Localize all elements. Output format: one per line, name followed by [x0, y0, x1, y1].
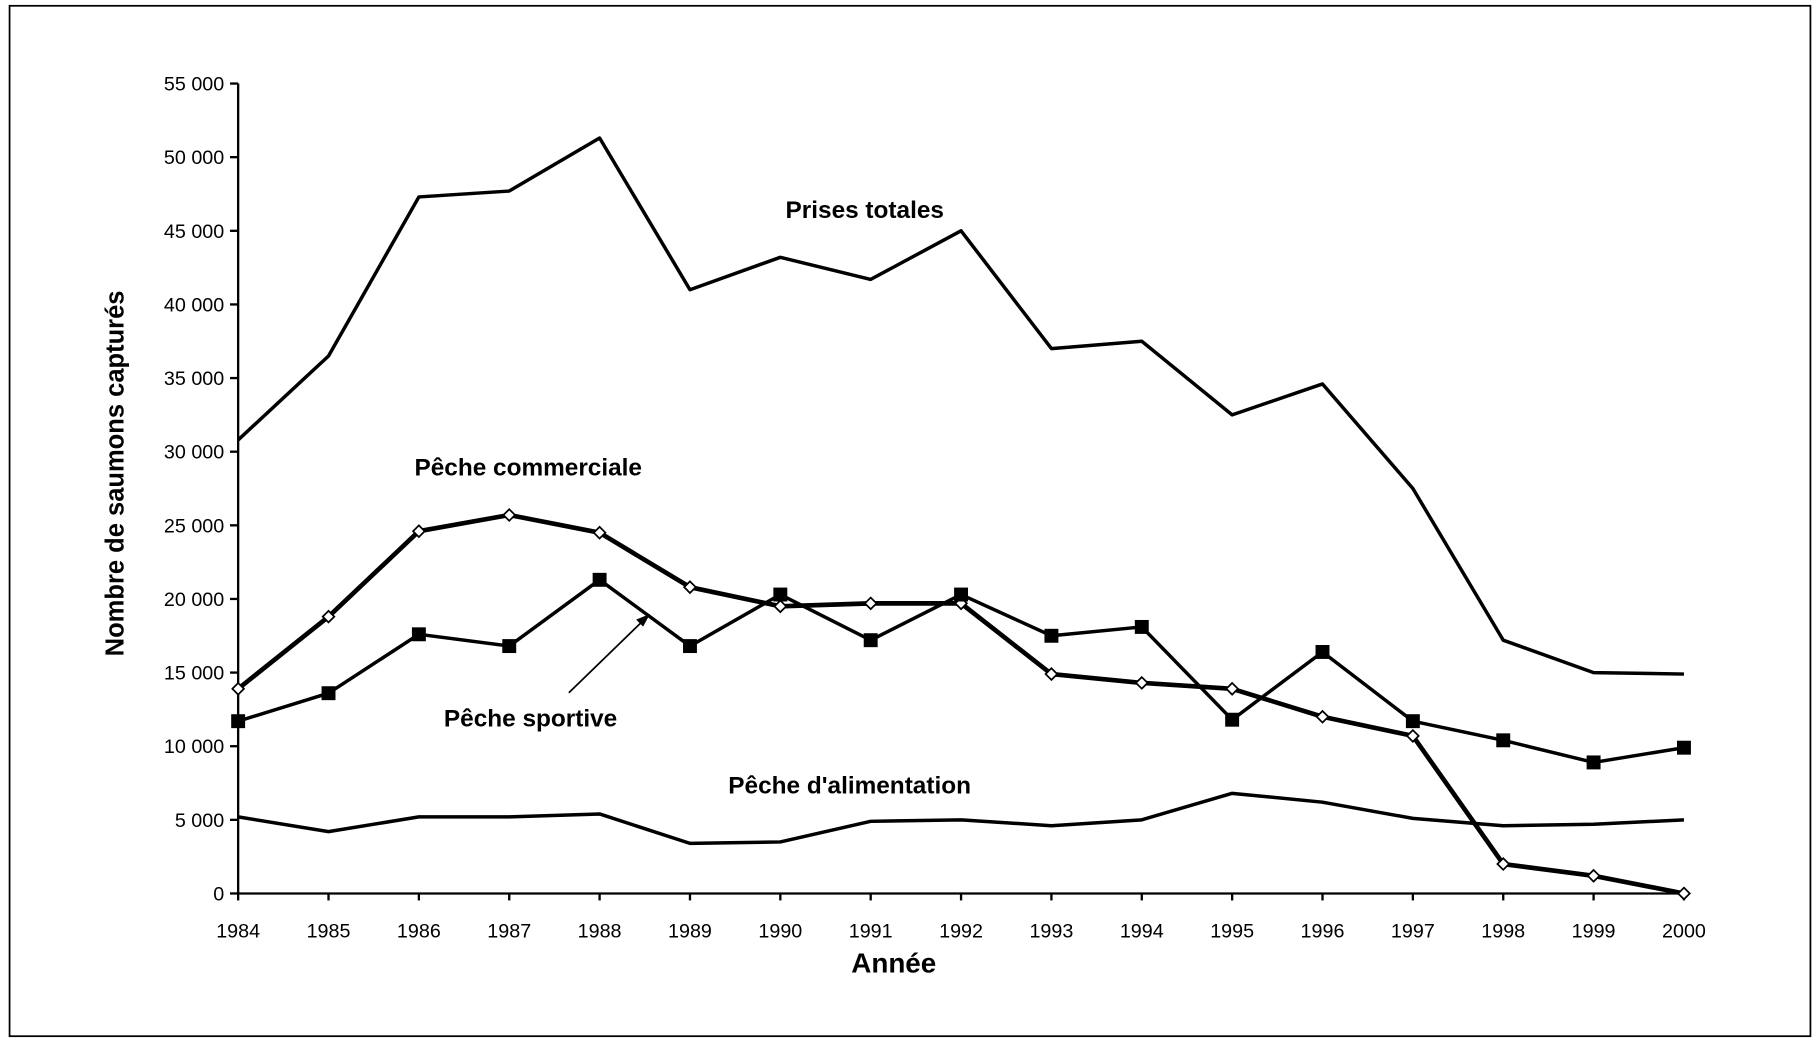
marker: [1405, 728, 1420, 743]
marker: [1044, 667, 1059, 682]
marker: [1134, 619, 1149, 634]
marker: [773, 587, 788, 602]
x-tick-label: 1989: [668, 921, 712, 943]
x-tick-label: 1988: [578, 921, 622, 943]
y-axis-title: Nombre de saumons capturés: [101, 291, 129, 657]
x-tick-label: 1999: [1572, 921, 1616, 943]
x-tick-label: 1992: [939, 921, 983, 943]
marker: [502, 639, 517, 654]
x-tick-label: 1985: [307, 921, 351, 943]
series-line: [236, 512, 1685, 896]
series-label: Prises totales: [786, 197, 944, 224]
marker: [1134, 675, 1149, 690]
marker: [231, 681, 246, 696]
y-tick-label: 5 000: [175, 810, 224, 832]
y-tick-label: 10 000: [164, 736, 224, 758]
series-label: Pêche d'alimentation: [728, 773, 971, 800]
y-tick-label: 25 000: [164, 515, 224, 537]
marker: [1586, 868, 1601, 883]
x-tick-label: 1996: [1301, 921, 1345, 943]
marker: [1405, 714, 1420, 729]
marker: [592, 572, 607, 587]
marker: [592, 525, 607, 540]
x-tick-label: 1986: [397, 921, 441, 943]
marker: [1496, 856, 1511, 872]
x-tick-label: 1991: [849, 921, 893, 943]
marker: [1225, 712, 1240, 727]
marker: [1496, 733, 1511, 748]
marker: [1315, 709, 1330, 724]
y-tick-label: 20 000: [164, 589, 224, 611]
y-tick-label: 40 000: [164, 294, 224, 316]
x-tick-label: 1997: [1391, 921, 1435, 943]
marker: [683, 639, 697, 654]
marker: [1225, 681, 1240, 696]
marker: [773, 599, 788, 614]
marker: [411, 524, 426, 539]
y-tick-label: 50 000: [164, 147, 224, 169]
marker: [411, 627, 426, 642]
x-tick-label: 1995: [1210, 921, 1254, 943]
marker: [231, 714, 246, 729]
x-tick-label: 1994: [1120, 921, 1164, 943]
marker: [863, 596, 878, 611]
marker: [321, 686, 336, 701]
marker: [1044, 628, 1059, 643]
y-tick-label: 45 000: [164, 221, 224, 243]
y-tick-label: 35 000: [164, 368, 224, 390]
marker: [682, 580, 697, 595]
marker: [1315, 645, 1330, 659]
marker: [321, 609, 336, 624]
marker: [502, 507, 517, 523]
frame: [8, 4, 1812, 1038]
x-tick-label: 1993: [1029, 921, 1073, 943]
y-tick-label: 0: [213, 883, 224, 905]
marker: [863, 633, 878, 648]
y-tick-label: 30 000: [164, 442, 224, 464]
series-label: Pêche sportive: [444, 705, 617, 732]
arrow-head: [636, 613, 651, 627]
annotation-arrow: [568, 616, 648, 694]
x-tick-label: 1990: [758, 921, 802, 943]
series-label: Pêche commerciale: [414, 455, 642, 482]
marker: [1676, 886, 1691, 901]
x-axis-title: Année: [851, 947, 936, 978]
x-tick-label: 1987: [487, 921, 531, 943]
marker: [954, 587, 969, 602]
marker: [1586, 755, 1601, 770]
marker: [1676, 740, 1691, 755]
x-tick-label: 2000: [1662, 921, 1706, 943]
series-line: [236, 136, 1684, 676]
x-tick-label: 1998: [1481, 921, 1525, 943]
y-tick-label: 15 000: [164, 663, 224, 685]
y-tick-label: 55 000: [164, 74, 224, 96]
x-tick-label: 1984: [216, 921, 260, 943]
series-line: [237, 791, 1685, 846]
